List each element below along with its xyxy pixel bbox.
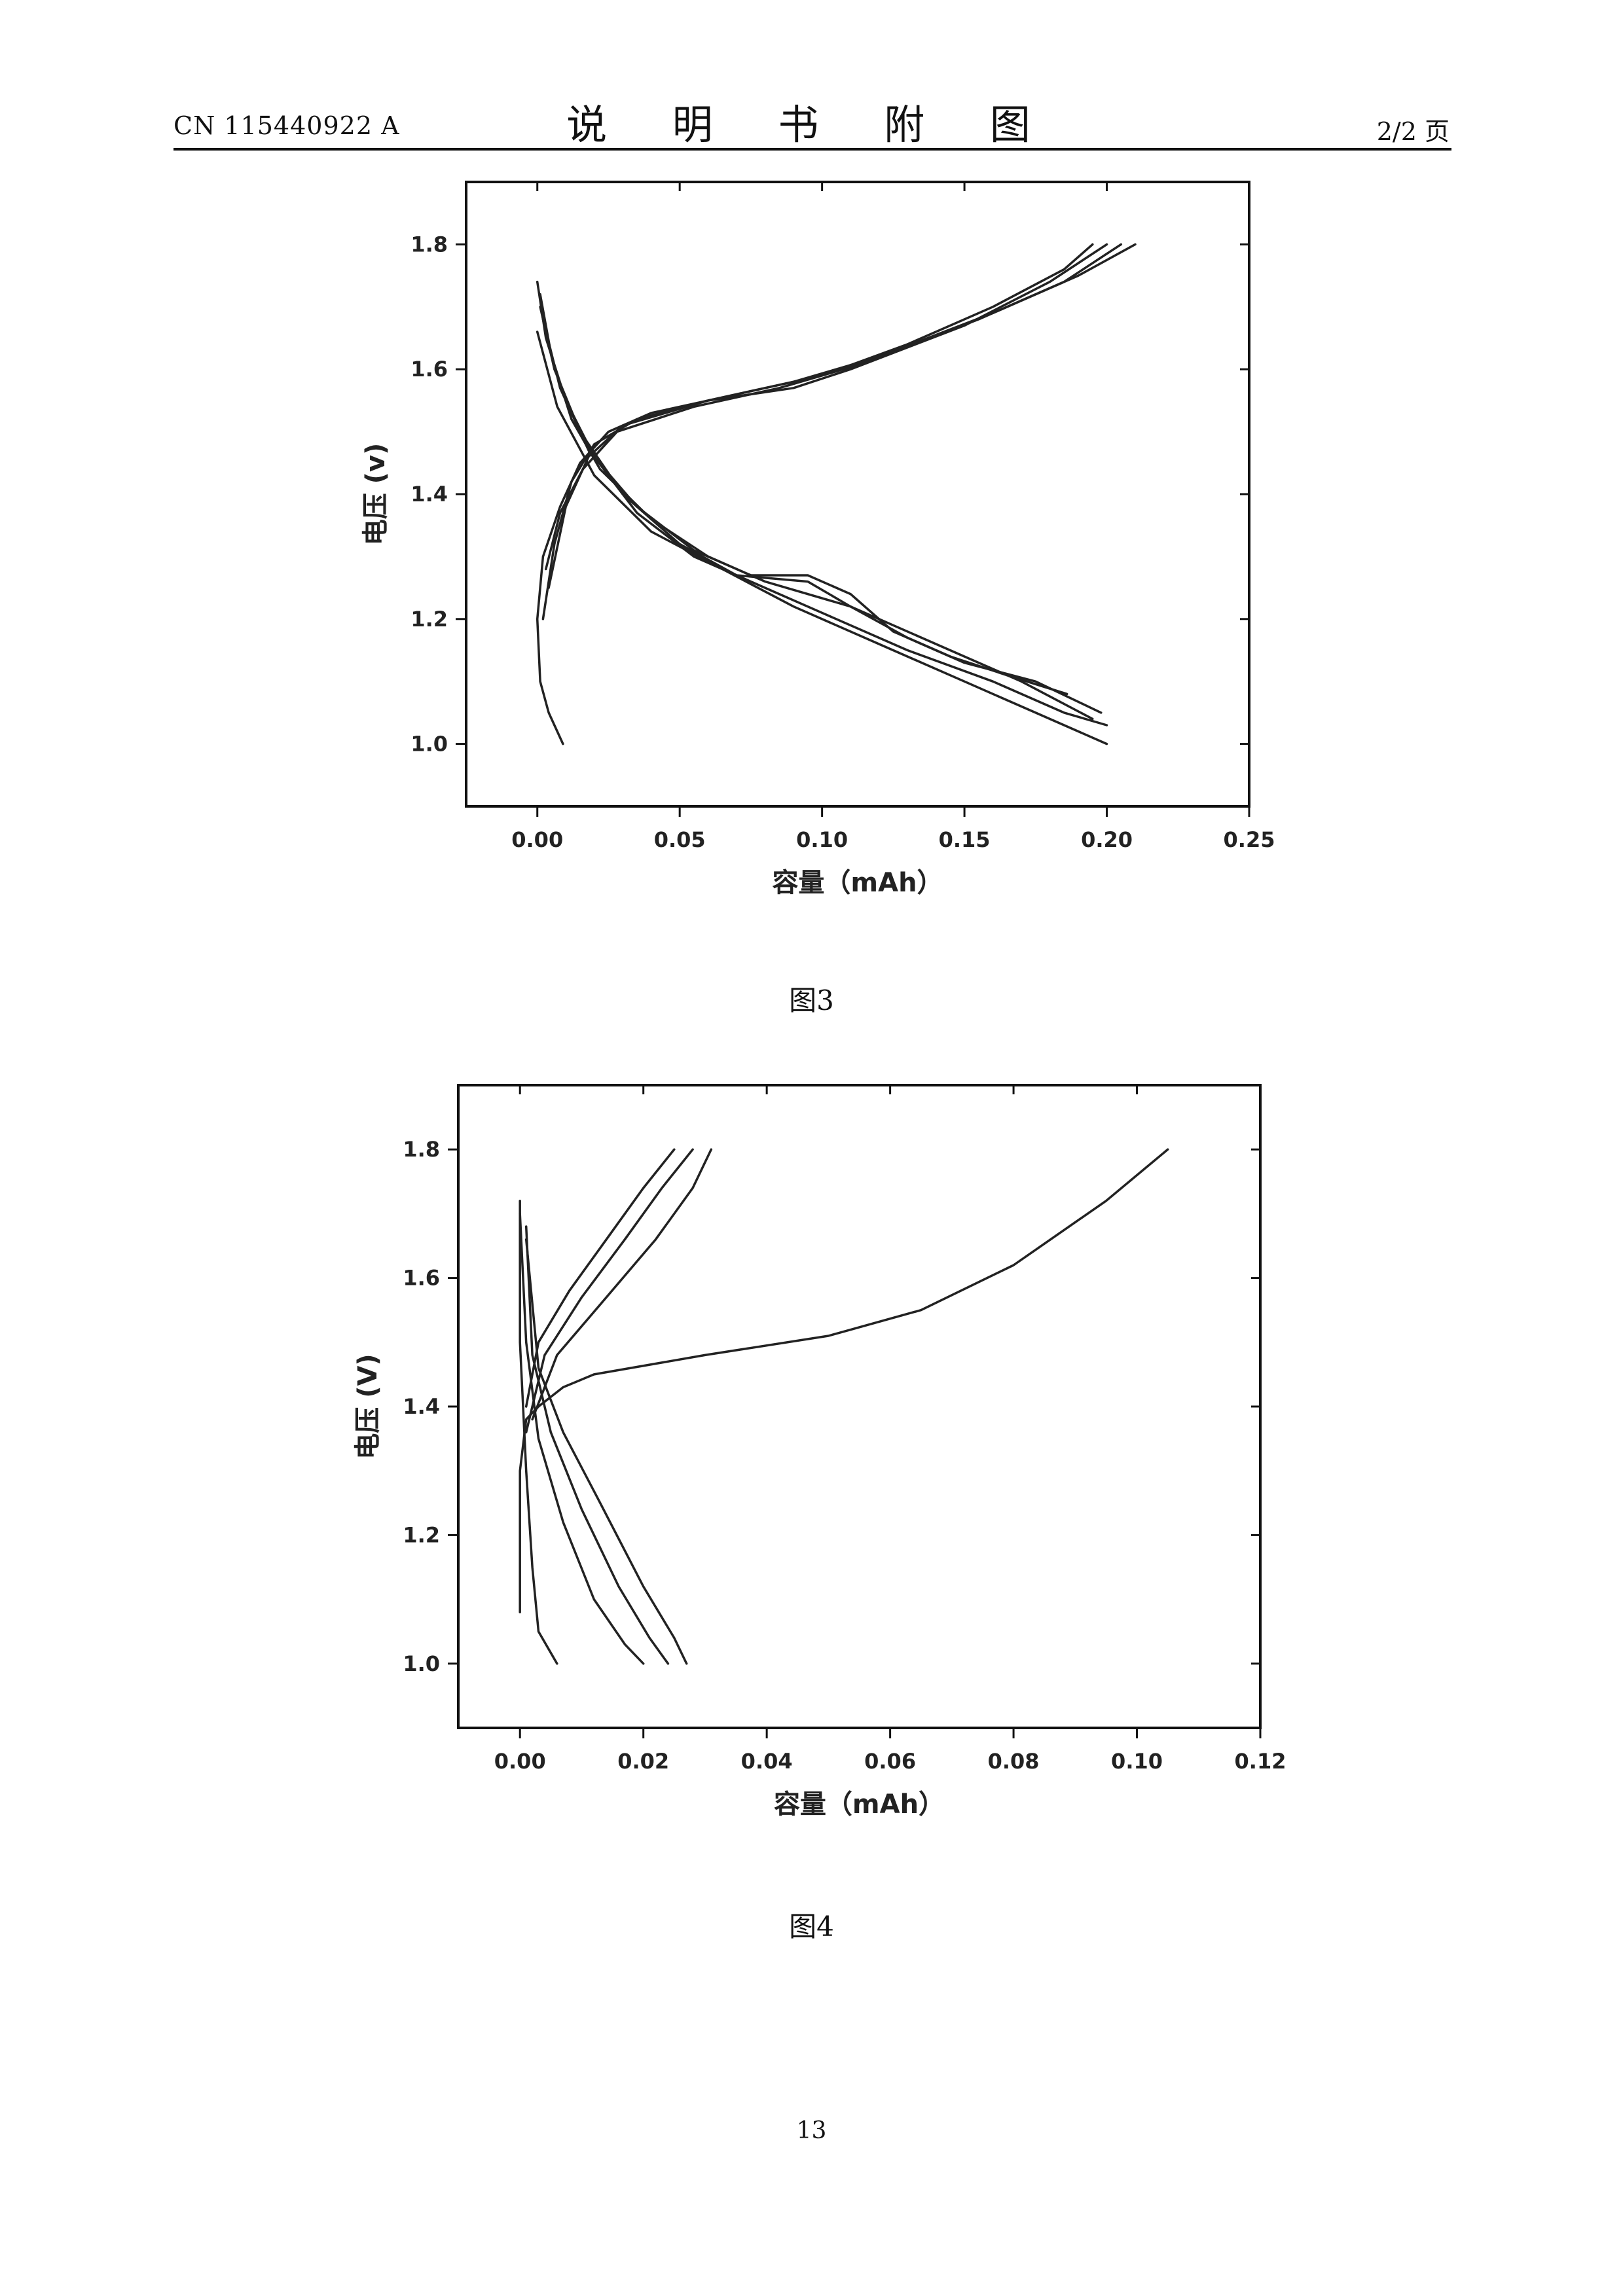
series-8-line — [541, 318, 1068, 696]
y-tick-label: 1.8 — [410, 232, 448, 257]
page-count: 2/2 页 — [1376, 117, 1450, 146]
series-1-line — [519, 1148, 1169, 1613]
series-1-line — [536, 243, 1094, 745]
y-tick-label: 1.2 — [403, 1522, 440, 1547]
y-tick-label: 1.4 — [410, 482, 448, 507]
y-tick-label: 1.6 — [410, 357, 448, 382]
series-6-line — [539, 293, 1094, 721]
x-tick-label: 0.00 — [494, 1749, 546, 1774]
page-number: 13 — [796, 2117, 827, 2144]
x-axis-label: 容量（mAh） — [772, 868, 943, 898]
x-tick-label: 0.15 — [939, 827, 991, 852]
y-tick-label: 1.6 — [403, 1266, 440, 1291]
figure-4-caption: 图4 — [789, 1910, 834, 1943]
plot-frame — [457, 1084, 1262, 1729]
figure-4-chart: 0.00 0.02 0.04 0.06 0.08 0.10 0.12 1.0 1.2 1.4 1.6… — [353, 1084, 1286, 1820]
figure-3-caption: 图3 — [789, 984, 834, 1016]
x-tick-label: 0.02 — [617, 1749, 669, 1774]
x-tick-label: 0.06 — [864, 1749, 916, 1774]
series-7-line — [524, 1225, 670, 1665]
x-tick-label: 0.10 — [1111, 1749, 1163, 1774]
series-4-line — [545, 243, 1123, 571]
y-axis-label: 电压 (v) — [361, 443, 391, 546]
x-tick-label: 0.04 — [741, 1749, 793, 1774]
y-tick-label: 1.0 — [410, 732, 448, 757]
x-tick-label: 0.00 — [511, 827, 563, 852]
series-3-line — [524, 1148, 694, 1434]
x-tick-label: 0.05 — [654, 827, 706, 852]
series-9-line — [536, 331, 1108, 745]
header-rule — [173, 148, 1451, 151]
patent-number: CN 115440922 A — [173, 111, 400, 140]
figure-3-chart: 0.00 0.05 0.10 0.15 0.20 0.25 1.0 1.2 1.4 1.6 1.8 容… — [361, 181, 1275, 898]
page-title: 说 明 书 附 图 — [566, 101, 1057, 149]
series-7-line — [539, 306, 1103, 714]
series-6-line — [519, 1212, 645, 1665]
x-tick-label: 0.08 — [988, 1749, 1040, 1774]
series-8-line — [524, 1238, 688, 1665]
y-tick-label: 1.8 — [403, 1137, 440, 1162]
plot-frame — [465, 181, 1250, 808]
y-axis-label: 电压 (V) — [353, 1354, 383, 1459]
y-tick-label: 1.0 — [403, 1651, 440, 1676]
series-2-line — [524, 1148, 676, 1408]
series-5-line — [519, 1200, 558, 1665]
x-tick-label: 0.25 — [1224, 827, 1275, 852]
y-tick-label: 1.2 — [410, 607, 448, 632]
x-tick-label: 0.12 — [1235, 1749, 1286, 1774]
y-tick-label: 1.4 — [403, 1394, 440, 1419]
series-3-line — [547, 243, 1137, 589]
x-axis-label: 容量（mAh） — [774, 1789, 945, 1820]
series-4-line — [531, 1148, 713, 1421]
x-tick-label: 0.20 — [1081, 827, 1133, 852]
x-tick-label: 0.10 — [796, 827, 848, 852]
